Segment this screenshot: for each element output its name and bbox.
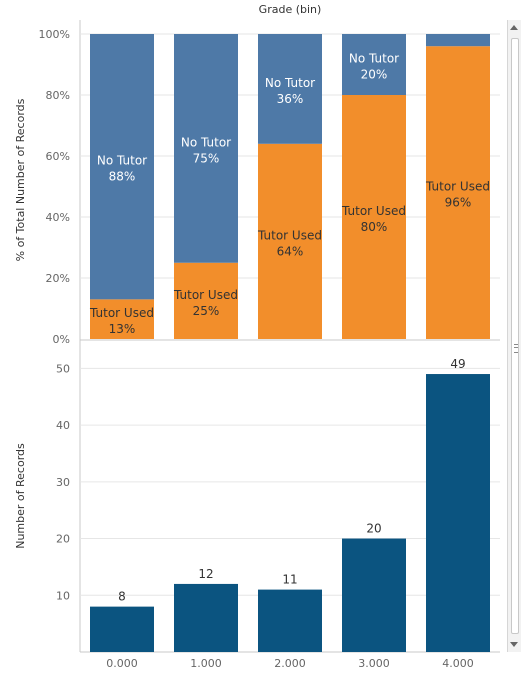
segment-label-series: No Tutor <box>97 154 147 168</box>
bar-tutor-used <box>174 262 238 339</box>
segment-label-value: 75% <box>193 151 220 165</box>
y-tick-label: 40% <box>46 211 70 224</box>
bar-records <box>426 374 490 652</box>
segment-label-value: 20% <box>361 68 388 82</box>
y-tick-label: 40 <box>56 419 70 432</box>
y-tick-label: 20% <box>46 272 70 285</box>
y-tick-label: 100% <box>39 28 70 41</box>
segment-label-value: 64% <box>277 244 304 258</box>
bar-no-tutor <box>342 34 406 95</box>
y-tick-label: 50 <box>56 362 70 375</box>
segment-label-value: 88% <box>109 170 136 184</box>
data-label: 8 <box>118 590 126 604</box>
segment-label-series: Tutor Used <box>425 180 490 194</box>
data-label: 20 <box>366 522 381 536</box>
segment-label-series: Tutor Used <box>173 288 238 302</box>
x-axis: 0.000 1.000 2.000 3.000 4.000 <box>106 657 474 670</box>
scroll-up-icon[interactable] <box>510 25 518 30</box>
count-panel: 10 20 30 40 50 Number of Records 8 12 11 20 49 <box>14 357 500 653</box>
y-tick-label: 60% <box>46 150 70 163</box>
y-tick-label: 30 <box>56 476 70 489</box>
segment-label-value: 80% <box>361 220 388 234</box>
bar-records <box>90 606 154 652</box>
bar-tutor-used <box>342 95 406 339</box>
bar-tutor-used <box>426 46 490 339</box>
segment-label-value: 13% <box>109 322 136 336</box>
y-tick-label: 10 <box>56 589 70 602</box>
vertical-scrollbar[interactable] <box>507 20 521 652</box>
x-tick-label: 0.000 <box>106 657 138 670</box>
bar-records <box>258 589 322 652</box>
segment-label-series: No Tutor <box>349 52 399 66</box>
percent-panel: 0% 20% 40% 60% 80% 100% % of Total Number of R… <box>14 20 500 652</box>
data-label: 11 <box>282 573 297 587</box>
x-tick-label: 4.000 <box>442 657 474 670</box>
column-header: Grade (bin) <box>259 3 322 16</box>
bar-tutor-used <box>90 299 154 339</box>
scroll-thumb[interactable] <box>511 38 519 634</box>
data-label: 12 <box>198 567 213 581</box>
y-tick-label: 0% <box>53 333 70 346</box>
y-axis-title: Number of Records <box>14 443 27 549</box>
segment-label-series: No Tutor <box>265 76 315 90</box>
segment-label-series: Tutor Used <box>257 228 322 242</box>
y-axis-title: % of Total Number of Records <box>14 98 27 261</box>
segment-label-series: No Tutor <box>181 135 231 149</box>
bar-records <box>174 583 238 652</box>
x-tick-label: 2.000 <box>274 657 306 670</box>
y-tick-label: 80% <box>46 89 70 102</box>
grip-icon <box>514 344 518 353</box>
bar-no-tutor <box>258 34 322 144</box>
scroll-down-icon[interactable] <box>510 642 518 647</box>
segment-label-series: Tutor Used <box>341 204 406 218</box>
bar-records <box>342 538 406 652</box>
data-label: 49 <box>450 357 465 371</box>
y-tick-label: 20 <box>56 533 70 546</box>
bar-no-tutor <box>174 34 238 263</box>
x-tick-label: 1.000 <box>190 657 222 670</box>
segment-label-value: 96% <box>445 196 472 210</box>
bar-no-tutor <box>426 34 490 47</box>
x-tick-label: 3.000 <box>358 657 390 670</box>
segment-label-series: Tutor Used <box>89 306 154 320</box>
segment-label-value: 25% <box>193 304 220 318</box>
bar-no-tutor <box>90 34 154 300</box>
bar-tutor-used <box>258 143 322 339</box>
segment-label-value: 36% <box>277 92 304 106</box>
